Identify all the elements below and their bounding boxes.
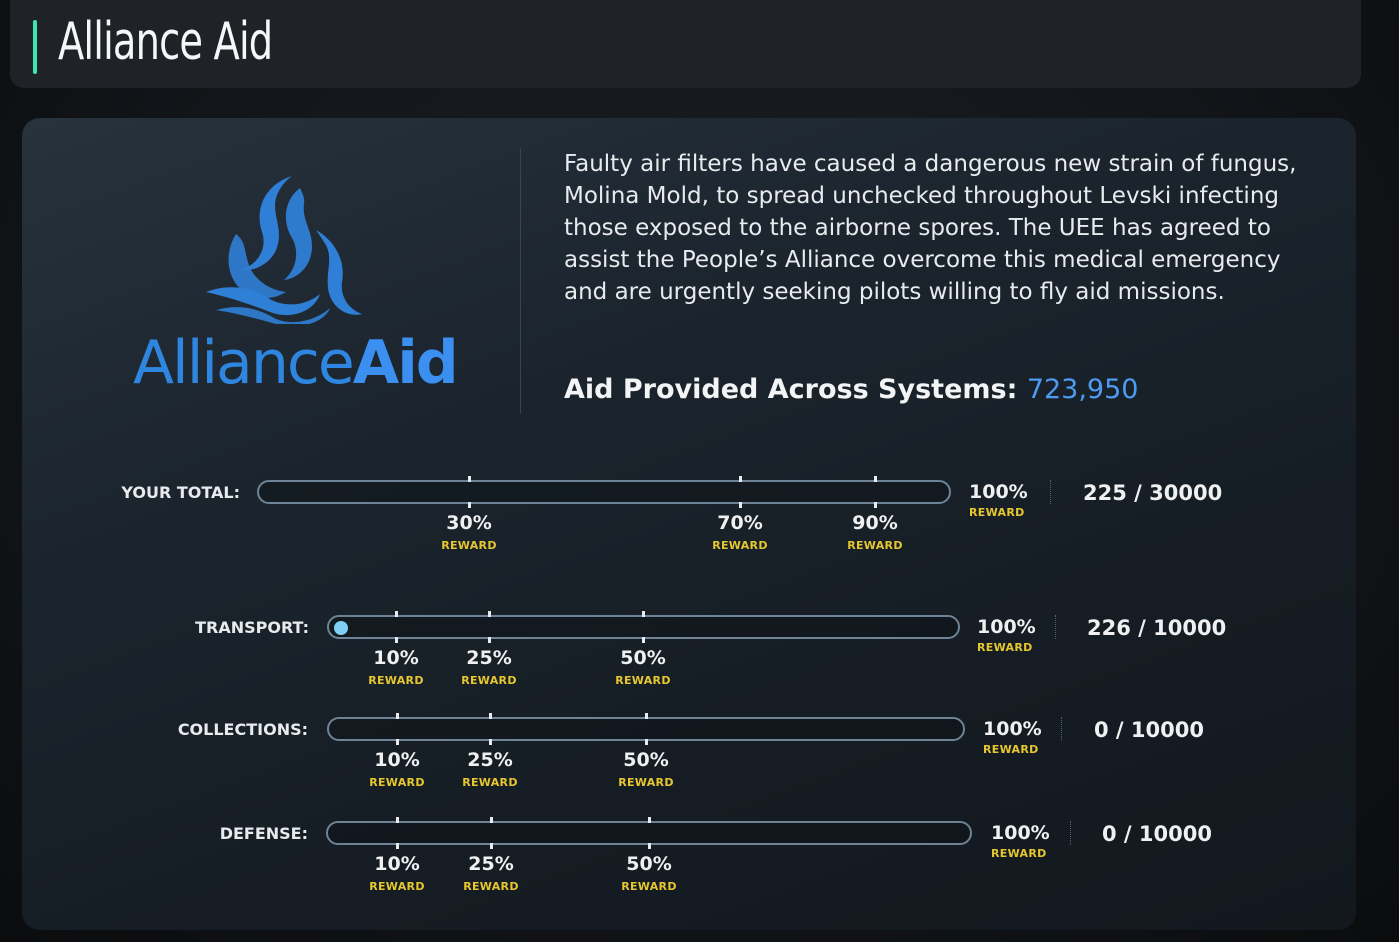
end-percent: 100% xyxy=(969,481,1028,503)
milestone-reward-label: REWARD xyxy=(461,674,517,687)
your-total-label: YOUR TOTAL: xyxy=(121,483,240,502)
milestone-tick xyxy=(488,637,491,643)
milestone-tick xyxy=(395,611,398,617)
aid-provided-label: Aid Provided Across Systems: xyxy=(564,374,1018,405)
alliance-aid-logo-text: AllianceAid xyxy=(133,328,459,398)
alliance-aid-logo-icon xyxy=(206,176,362,324)
collections-label: COLLECTIONS: xyxy=(177,720,308,739)
defense-progress-track xyxy=(326,821,972,845)
end-percent: 100% xyxy=(983,718,1042,740)
vertical-divider xyxy=(520,148,521,414)
milestone-tick xyxy=(739,502,742,508)
collections-count: 0 / 10000 xyxy=(1094,718,1204,742)
row-separator xyxy=(1050,480,1052,504)
milestone-tick xyxy=(648,843,651,849)
defense-label: DEFENSE: xyxy=(219,824,308,843)
header-accent-bar xyxy=(33,20,37,74)
end-reward-label: REWARD xyxy=(991,847,1047,860)
milestone-tick xyxy=(874,502,877,508)
milestone-percent: 10% xyxy=(374,853,420,875)
milestone-tick xyxy=(490,843,493,849)
milestone-percent: 50% xyxy=(626,853,672,875)
milestone-tick xyxy=(739,476,742,482)
milestone-percent: 25% xyxy=(466,647,512,669)
milestone-reward-label: REWARD xyxy=(462,776,518,789)
end-reward-label: REWARD xyxy=(977,641,1033,654)
collections-progress-track xyxy=(327,717,965,741)
milestone-tick xyxy=(490,817,493,823)
milestone-reward-label: REWARD xyxy=(621,880,677,893)
milestone-percent: 10% xyxy=(373,647,419,669)
milestone-tick xyxy=(396,843,399,849)
transport-progress-track xyxy=(327,615,960,639)
milestone-percent: 25% xyxy=(468,853,514,875)
milestone-reward-label: REWARD xyxy=(463,880,519,893)
row-separator xyxy=(1061,717,1063,741)
your-total-progress-track xyxy=(257,480,951,504)
milestone-tick xyxy=(645,713,648,719)
milestone-reward-label: REWARD xyxy=(441,539,497,552)
your-total-count: 225 / 30000 xyxy=(1083,481,1223,505)
defense-count: 0 / 10000 xyxy=(1102,822,1212,846)
milestone-percent: 70% xyxy=(717,512,763,534)
page-title: Alliance Aid xyxy=(58,12,273,72)
milestone-tick xyxy=(642,611,645,617)
transport-label: TRANSPORT: xyxy=(195,618,309,637)
end-percent: 100% xyxy=(977,616,1036,638)
milestone-tick xyxy=(395,637,398,643)
milestone-tick xyxy=(488,611,491,617)
end-percent: 100% xyxy=(991,822,1050,844)
milestone-reward-label: REWARD xyxy=(369,776,425,789)
milestone-percent: 50% xyxy=(623,749,669,771)
transport-count: 226 / 10000 xyxy=(1087,616,1227,640)
transport-progress-dot xyxy=(334,621,348,635)
row-separator xyxy=(1055,615,1057,639)
milestone-reward-label: REWARD xyxy=(368,674,424,687)
milestone-tick xyxy=(396,739,399,745)
milestone-percent: 25% xyxy=(467,749,513,771)
end-reward-label: REWARD xyxy=(983,743,1039,756)
milestone-reward-label: REWARD xyxy=(712,539,768,552)
milestone-tick xyxy=(648,817,651,823)
milestone-percent: 90% xyxy=(852,512,898,534)
aid-provided: Aid Provided Across Systems: 723,950 xyxy=(564,374,1138,405)
milestone-tick xyxy=(396,817,399,823)
milestone-percent: 10% xyxy=(374,749,420,771)
milestone-reward-label: REWARD xyxy=(847,539,903,552)
end-reward-label: REWARD xyxy=(969,506,1025,519)
milestone-tick xyxy=(489,713,492,719)
milestone-tick xyxy=(468,476,471,482)
aid-provided-value: 723,950 xyxy=(1026,374,1139,405)
milestone-tick xyxy=(642,637,645,643)
milestone-tick xyxy=(468,502,471,508)
header-bar: Alliance Aid xyxy=(10,0,1361,88)
milestone-tick xyxy=(874,476,877,482)
milestone-tick xyxy=(645,739,648,745)
milestone-tick xyxy=(489,739,492,745)
milestone-percent: 50% xyxy=(620,647,666,669)
milestone-tick xyxy=(396,713,399,719)
event-description: Faulty air filters have caused a dangero… xyxy=(564,151,1297,305)
milestone-reward-label: REWARD xyxy=(369,880,425,893)
row-separator xyxy=(1070,821,1072,845)
milestone-percent: 30% xyxy=(446,512,492,534)
milestone-reward-label: REWARD xyxy=(618,776,674,789)
milestone-reward-label: REWARD xyxy=(615,674,671,687)
